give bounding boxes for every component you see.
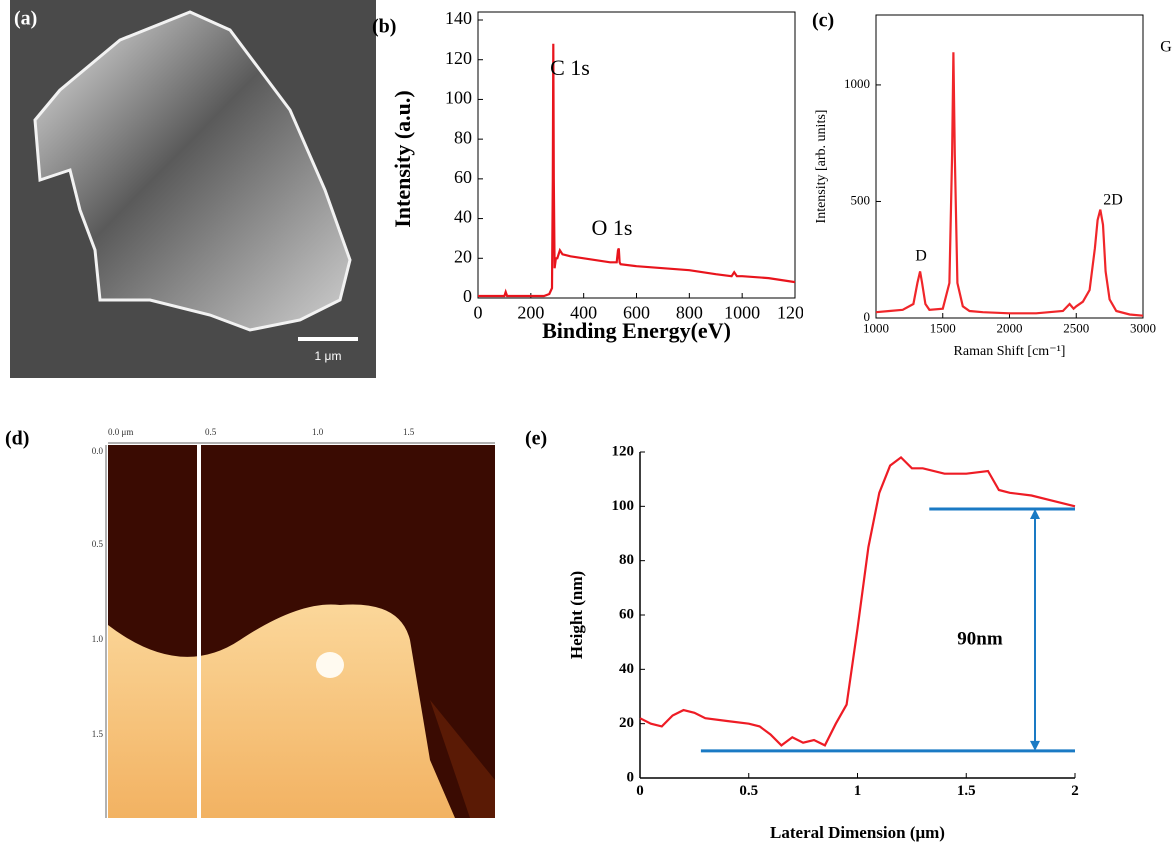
y-tick-label: 40	[454, 207, 472, 227]
annotation: D	[915, 248, 927, 265]
y-tick-label: 120	[612, 443, 635, 459]
plot-frame	[478, 12, 795, 298]
x-axis-label: Raman Shift [cm⁻¹]	[954, 344, 1066, 359]
page: 1 μm (a) (b) (c) (d) (e) 0.0 μm 0.5 1.0 1.5 0.0 0.…	[0, 0, 1174, 849]
x-tick-label: 1500	[930, 321, 956, 336]
scale-bar-label: 1 μm	[315, 349, 342, 363]
annotation: C 1s	[550, 55, 590, 80]
y-tick-label: 140	[445, 8, 472, 28]
afm-x-tick-label: 1.0	[312, 427, 324, 437]
scale-bar	[298, 337, 358, 341]
afm-y-tick-label: 0.5	[92, 539, 104, 549]
y-tick-label: 40	[619, 661, 634, 677]
x-tick-label: 2	[1071, 783, 1079, 799]
x-tick-label: 3000	[1130, 321, 1156, 336]
plot-frame	[876, 15, 1143, 318]
y-tick-label: 0	[864, 309, 871, 324]
figure: 1 μm (a) (b) (c) (d) (e) 0.0 μm 0.5 1.0 1.5 0.0 0.…	[0, 0, 1174, 849]
annotation: 90nm	[957, 628, 1003, 649]
x-axis-label: Binding Energy(eV)	[542, 318, 731, 343]
y-tick-label: 60	[619, 606, 634, 622]
x-tick-label: 1200	[777, 302, 813, 322]
afm-y-tick-label: 0.0	[92, 446, 104, 456]
y-axis-label: Height (nm)	[567, 571, 586, 659]
afm-y-tick-label: 1.0	[92, 634, 104, 644]
data-line	[876, 52, 1143, 315]
y-tick-label: 100	[612, 498, 635, 514]
annotation: G	[1160, 39, 1172, 56]
y-axis-label: Intensity (a.u.)	[390, 90, 415, 228]
x-tick-label: 2500	[1063, 321, 1089, 336]
x-tick-label: 2000	[997, 321, 1023, 336]
x-tick-label: 1.5	[957, 783, 976, 799]
afm-x-tick-label: 0.5	[205, 427, 217, 437]
y-tick-label: 0	[463, 286, 472, 306]
y-tick-label: 0	[627, 769, 635, 785]
y-tick-label: 1000	[844, 76, 870, 91]
afm-x-tick-label: 0.0 μm	[108, 427, 133, 437]
annotation: O 1s	[592, 215, 633, 240]
y-tick-label: 20	[454, 246, 472, 266]
panel-label: (e)	[525, 428, 547, 450]
data-line	[478, 44, 795, 296]
y-tick-label: 80	[454, 127, 472, 147]
y-axis-label: Intensity [arb. units]	[814, 110, 829, 224]
y-tick-label: 500	[851, 192, 871, 207]
x-tick-label: 200	[517, 302, 544, 322]
y-tick-label: 60	[454, 167, 472, 187]
x-tick-label: 1	[854, 783, 862, 799]
annotation: 2D	[1103, 192, 1123, 209]
x-axis-label: Lateral Dimension (μm)	[770, 823, 945, 842]
afm-y-tick-label: 1.5	[92, 729, 104, 739]
afm-spot	[316, 652, 344, 678]
panel-label: (c)	[812, 10, 834, 32]
panel-label: (a)	[14, 8, 37, 30]
y-tick-label: 80	[619, 552, 634, 568]
y-tick-label: 20	[619, 715, 634, 731]
afm-x-tick-label: 1.5	[403, 427, 415, 437]
x-tick-label: 0	[474, 302, 483, 322]
x-tick-label: 0	[636, 783, 644, 799]
y-tick-label: 120	[445, 48, 472, 68]
y-tick-label: 100	[445, 88, 472, 108]
x-tick-label: 0.5	[739, 783, 758, 799]
panel-label: (d)	[5, 428, 29, 450]
panel-label: (b)	[372, 16, 396, 38]
data-line	[640, 457, 1075, 745]
